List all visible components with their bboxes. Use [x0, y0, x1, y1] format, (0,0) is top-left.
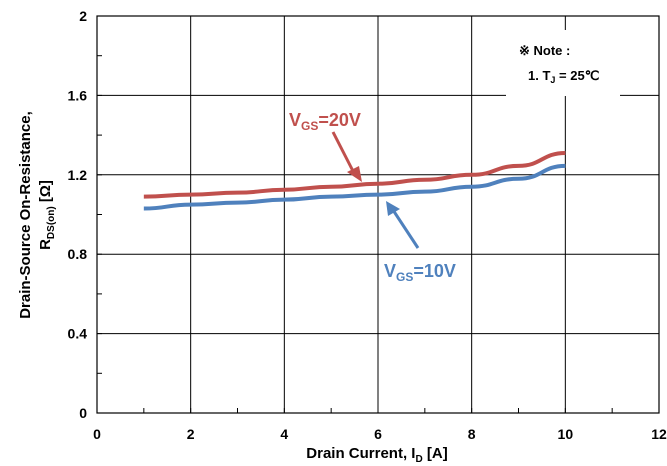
y-tick-labels: 0 0.4 0.8 1.2 1.6 2 — [68, 8, 88, 421]
series-line-vgs-10v — [143, 163, 566, 211]
x-tick-labels: 0 2 4 6 8 10 12 — [93, 426, 667, 442]
x-tick-label: 6 — [374, 426, 382, 442]
x-tick-label: 0 — [93, 426, 101, 442]
arrow-10v — [386, 201, 420, 249]
arrow-20v — [331, 131, 362, 182]
y-tick-label: 2 — [79, 8, 87, 24]
note-box — [506, 30, 620, 96]
y-tick-label: 0.4 — [68, 326, 88, 342]
y-axis-title: Drain-Source On-Resistance, RDS(on) [Ω] — [17, 111, 57, 319]
plot-frame — [96, 15, 660, 414]
series-label-10v: VGS=10V — [384, 261, 456, 284]
x-tick-label: 12 — [651, 426, 667, 442]
series-line-vgs-20v — [143, 150, 566, 199]
y-tick-label: 1.2 — [68, 167, 88, 183]
x-axis-title: Drain Current, ID [A] — [306, 445, 447, 465]
x-tick-label: 4 — [280, 426, 288, 442]
series-lines — [143, 150, 566, 211]
x-tick-label: 2 — [187, 426, 195, 442]
note-condition: 1. TJ = 25℃ — [528, 68, 599, 85]
note-title: ※ Note : — [519, 43, 570, 58]
x-tick-label: 10 — [558, 426, 574, 442]
y-tick-label: 0 — [79, 405, 87, 421]
series-label-20v: VGS=20V — [289, 110, 361, 133]
y-tick-label: 0.8 — [68, 246, 88, 262]
x-tick-label: 8 — [468, 426, 476, 442]
y-axis-title-line2: RDS(on) [Ω] — [37, 180, 57, 250]
y-axis-title-line1: Drain-Source On-Resistance, — [17, 111, 34, 319]
y-tick-label: 1.6 — [68, 87, 88, 103]
